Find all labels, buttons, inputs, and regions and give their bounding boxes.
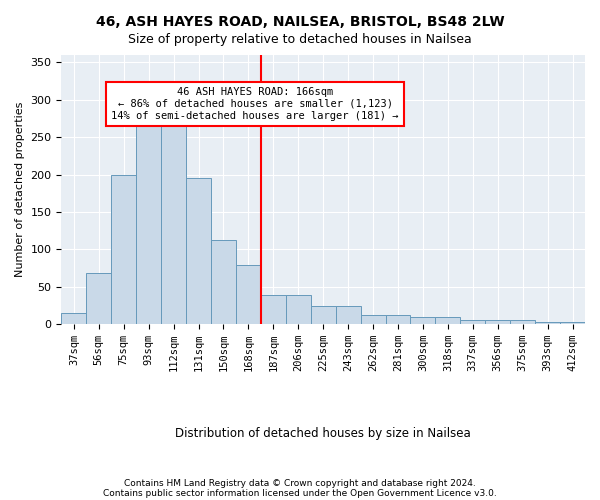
Bar — [335, 306, 361, 324]
Text: 46 ASH HAYES ROAD: 166sqm
← 86% of detached houses are smaller (1,123)
14% of se: 46 ASH HAYES ROAD: 166sqm ← 86% of detac… — [112, 88, 399, 120]
Bar — [186, 178, 211, 324]
Bar — [410, 318, 436, 324]
Bar — [211, 240, 236, 324]
Bar — [460, 320, 485, 324]
Text: 46, ASH HAYES ROAD, NAILSEA, BRISTOL, BS48 2LW: 46, ASH HAYES ROAD, NAILSEA, BRISTOL, BS… — [95, 15, 505, 29]
Bar — [361, 314, 386, 324]
Bar — [386, 314, 410, 324]
Bar — [111, 174, 136, 324]
Bar — [510, 320, 535, 324]
Text: Size of property relative to detached houses in Nailsea: Size of property relative to detached ho… — [128, 32, 472, 46]
Text: Contains HM Land Registry data © Crown copyright and database right 2024.: Contains HM Land Registry data © Crown c… — [124, 478, 476, 488]
Bar — [311, 306, 335, 324]
Bar — [535, 322, 560, 324]
Bar — [86, 274, 111, 324]
Bar — [485, 320, 510, 324]
Text: Contains public sector information licensed under the Open Government Licence v3: Contains public sector information licen… — [103, 488, 497, 498]
Bar — [261, 295, 286, 324]
Bar — [136, 115, 161, 324]
Bar — [161, 115, 186, 324]
Bar — [286, 295, 311, 324]
Bar — [61, 313, 86, 324]
Bar — [560, 322, 585, 324]
Y-axis label: Number of detached properties: Number of detached properties — [15, 102, 25, 278]
X-axis label: Distribution of detached houses by size in Nailsea: Distribution of detached houses by size … — [175, 427, 471, 440]
Bar — [236, 265, 261, 324]
Bar — [436, 318, 460, 324]
